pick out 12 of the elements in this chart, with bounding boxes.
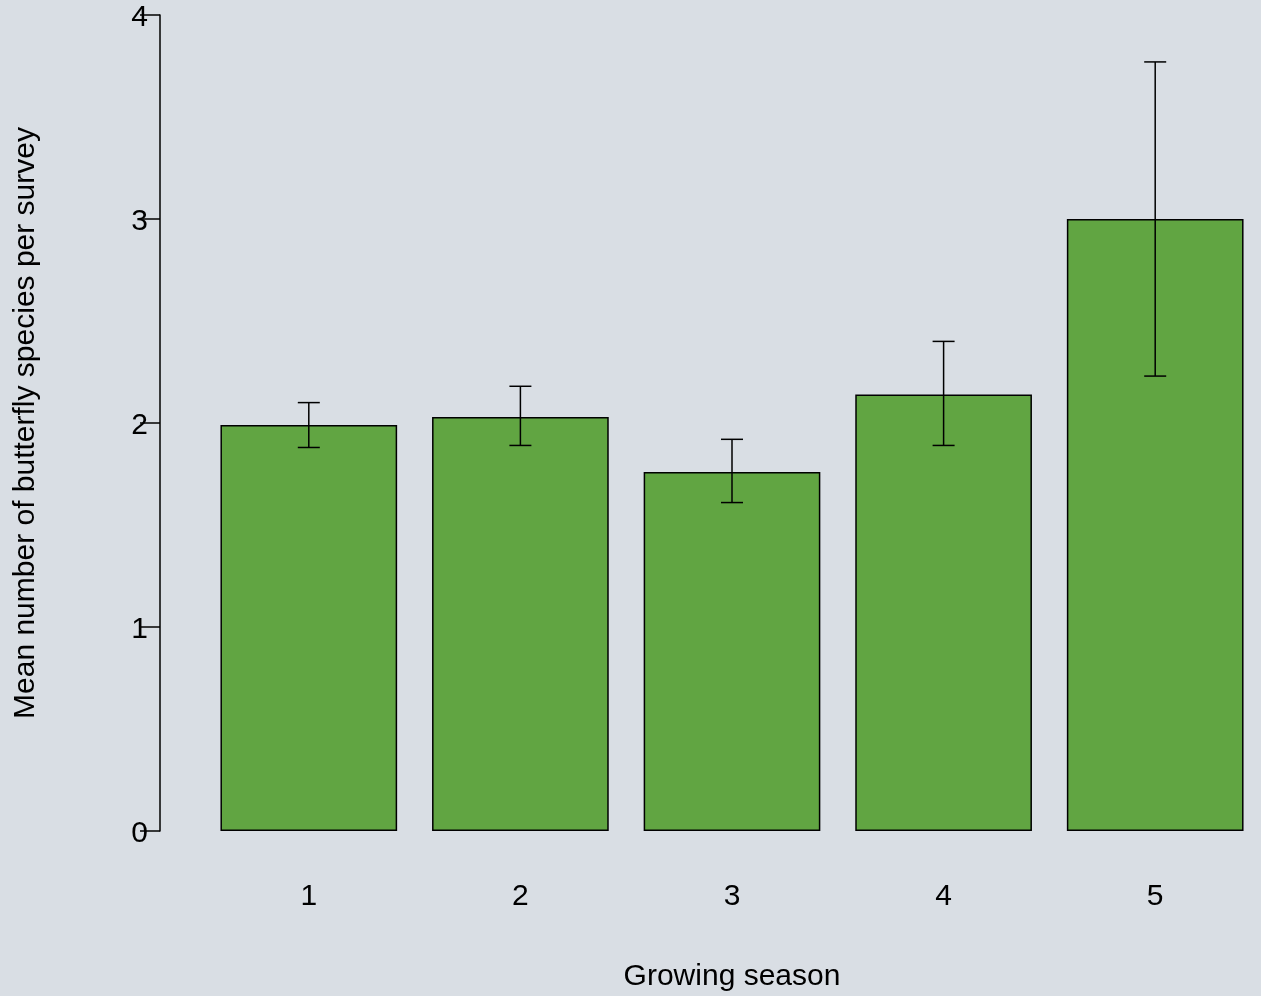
y-tick-label: 2 bbox=[131, 406, 148, 440]
x-tick-label: 5 bbox=[1146, 877, 1164, 911]
x-tick-label: 4 bbox=[935, 877, 952, 911]
y-tick-label: 1 bbox=[131, 610, 148, 644]
x-axis-title: Growing season bbox=[623, 957, 841, 991]
x-tick-label: 1 bbox=[300, 877, 318, 911]
y-tick-label: 0 bbox=[131, 814, 148, 848]
y-tick-label: 3 bbox=[131, 202, 148, 236]
x-tick-label: 2 bbox=[512, 877, 529, 911]
y-axis-title: Mean number of butterfly species per survey bbox=[6, 127, 40, 719]
y-tick-label: 4 bbox=[131, 0, 148, 32]
x-tick-label: 3 bbox=[723, 877, 741, 911]
